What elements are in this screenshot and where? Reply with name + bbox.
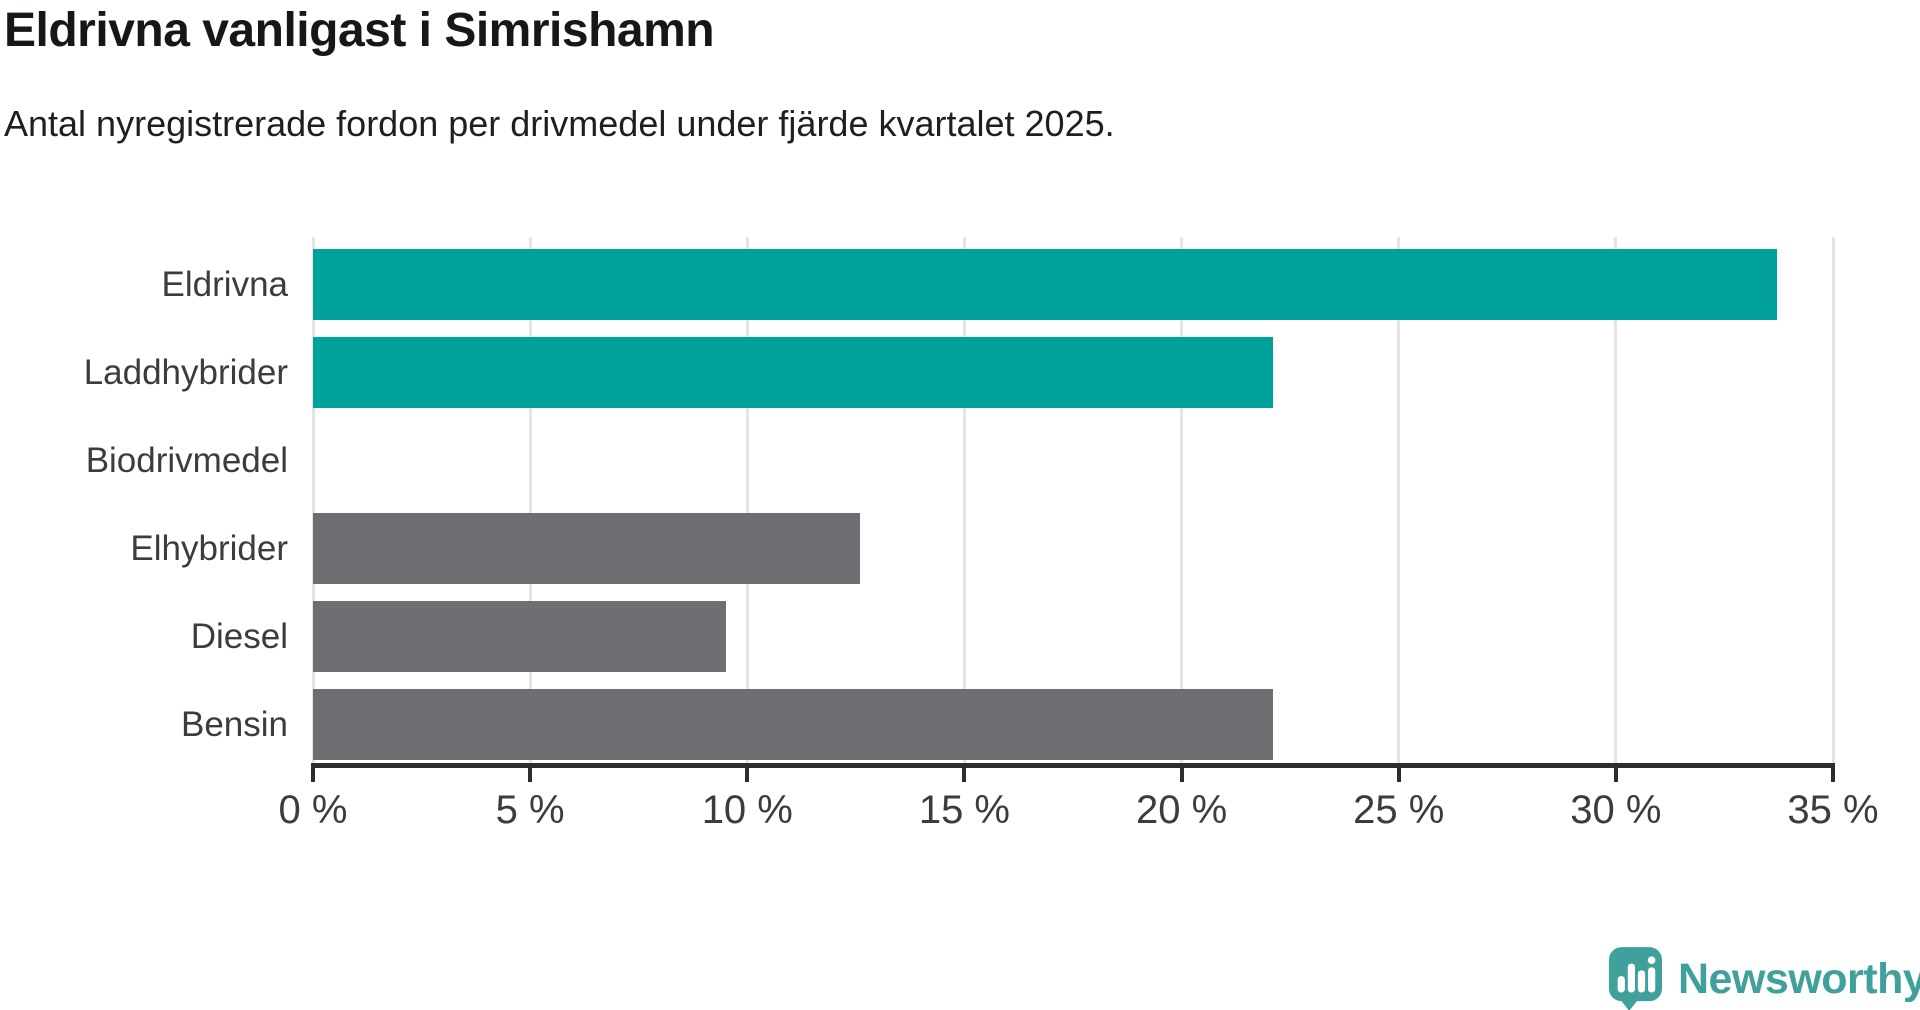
x-axis-tick-label-10: 10 % — [701, 788, 793, 832]
newsworthy-logo-text: Newsworthy — [1678, 954, 1920, 1003]
bar-eldrivna — [313, 249, 1777, 320]
x-axis-tick-30 — [1613, 763, 1618, 782]
x-axis-tick-0 — [311, 763, 315, 782]
x-axis-tick-label-20: 20 % — [1135, 788, 1228, 832]
gridline-10 — [745, 237, 749, 765]
x-axis-tick-label-30: 30 % — [1570, 788, 1662, 832]
bar-laddhybrider — [313, 337, 1273, 408]
chart-subtitle: Antal nyregistrerade fordon per drivmede… — [4, 103, 1115, 144]
bar-bensin — [313, 689, 1273, 760]
category-label-biodrivmedel: Biodrivmedel — [85, 440, 288, 480]
x-axis-line — [311, 763, 1835, 768]
bar-elhybrider — [313, 513, 861, 584]
gridline-35 — [1831, 237, 1835, 765]
x-axis-tick-label-5: 5 % — [495, 788, 565, 832]
x-axis-tick-25 — [1396, 763, 1401, 782]
x-axis-tick-label-35: 35 % — [1787, 788, 1879, 832]
gridline-15 — [962, 237, 966, 765]
x-axis-tick-5 — [528, 763, 533, 782]
category-label-bensin: Bensin — [180, 704, 288, 744]
newsworthy-logo: Newsworthy — [1608, 947, 1920, 1010]
x-axis-tick-label-25: 25 % — [1353, 788, 1445, 832]
chart-title: Eldrivna vanligast i Simrishamn — [4, 4, 715, 57]
x-axis-tick-label-0: 0 % — [278, 788, 348, 832]
x-axis-tick-15 — [962, 763, 967, 782]
gridline-30 — [1614, 237, 1618, 765]
category-label-laddhybrider: Laddhybrider — [83, 352, 288, 392]
category-label-elhybrider: Elhybrider — [130, 528, 288, 568]
x-axis-tick-10 — [745, 763, 750, 782]
gridline-20 — [1180, 237, 1184, 765]
gridline-5 — [528, 237, 532, 765]
x-axis-tick-35 — [1831, 763, 1835, 782]
gridline-0 — [311, 237, 315, 765]
bar-diesel — [313, 601, 726, 672]
x-axis-tick-20 — [1179, 763, 1184, 782]
x-axis-tick-label-15: 15 % — [918, 788, 1010, 832]
category-label-eldrivna: Eldrivna — [161, 264, 288, 304]
newsworthy-speech-bubble-icon — [1608, 947, 1662, 1010]
gridline-25 — [1397, 237, 1401, 765]
category-label-diesel: Diesel — [190, 616, 288, 656]
